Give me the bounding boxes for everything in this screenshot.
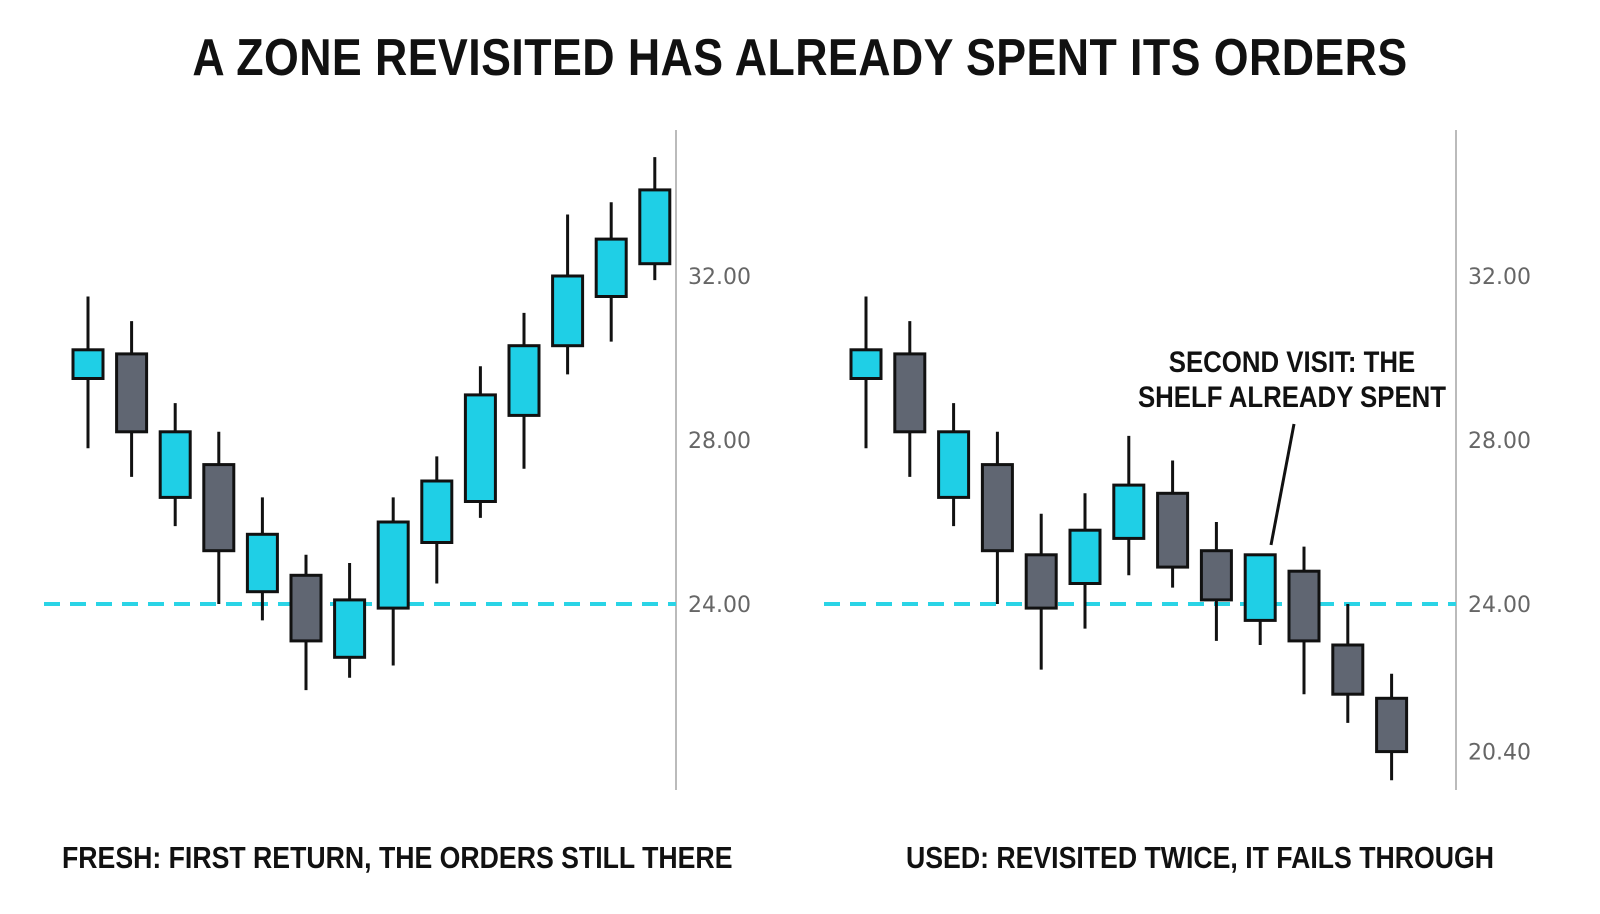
left-tick-label: 24.00 — [688, 593, 751, 618]
left-bullish-candle — [245, 532, 279, 594]
left-bearish-candle — [115, 352, 149, 434]
right-bearish-candle — [1199, 549, 1233, 602]
right-panel-caption: USED: REVISITED TWICE, IT FAILS THROUGH — [906, 840, 1495, 875]
right-tick-label: 20.40 — [1468, 741, 1531, 766]
left-bullish-candle — [594, 237, 628, 299]
annotation-text: SECOND VISIT: THE — [1169, 345, 1415, 378]
left-bullish-candle — [158, 430, 192, 499]
chart-title: A ZONE REVISITED HAS ALREADY SPENT ITS O… — [192, 29, 1408, 87]
left-bearish-candle — [202, 463, 236, 553]
right-bearish-candle — [1287, 569, 1321, 643]
right-tick-label: 32.00 — [1468, 265, 1531, 290]
right-bearish-candle — [1375, 696, 1409, 754]
left-tick-label: 28.00 — [688, 429, 751, 454]
left-tick-label: 32.00 — [688, 265, 751, 290]
right-bullish-candle — [1068, 528, 1102, 586]
right-bearish-candle — [1024, 553, 1058, 610]
right-bearish-candle — [1156, 491, 1190, 569]
left-bullish-candle — [71, 348, 105, 380]
right-bearish-candle — [893, 352, 927, 434]
left-bullish-candle — [551, 274, 585, 348]
annotation-pointer — [1269, 423, 1296, 546]
right-bullish-candle — [937, 430, 971, 499]
left-bearish-candle — [289, 573, 323, 643]
left-bullish-candle — [420, 479, 454, 544]
right-bearish-candle — [1331, 643, 1365, 696]
right-bullish-candle — [849, 348, 883, 380]
right-tick-label: 28.00 — [1468, 429, 1531, 454]
right-bullish-candle — [1243, 553, 1277, 622]
annotation-text: SHELF ALREADY SPENT — [1138, 380, 1446, 413]
left-bullish-candle — [376, 520, 410, 610]
left-bullish-candle — [333, 598, 367, 659]
left-bullish-candle — [507, 344, 541, 417]
left-bullish-candle — [463, 393, 497, 503]
right-tick-label: 24.00 — [1468, 593, 1531, 618]
left-bullish-candle — [638, 188, 672, 266]
left-panel-caption: FRESH: FIRST RETURN, THE ORDERS STILL TH… — [62, 840, 733, 875]
right-bearish-candle — [980, 463, 1014, 553]
right-bullish-candle — [1112, 483, 1146, 540]
